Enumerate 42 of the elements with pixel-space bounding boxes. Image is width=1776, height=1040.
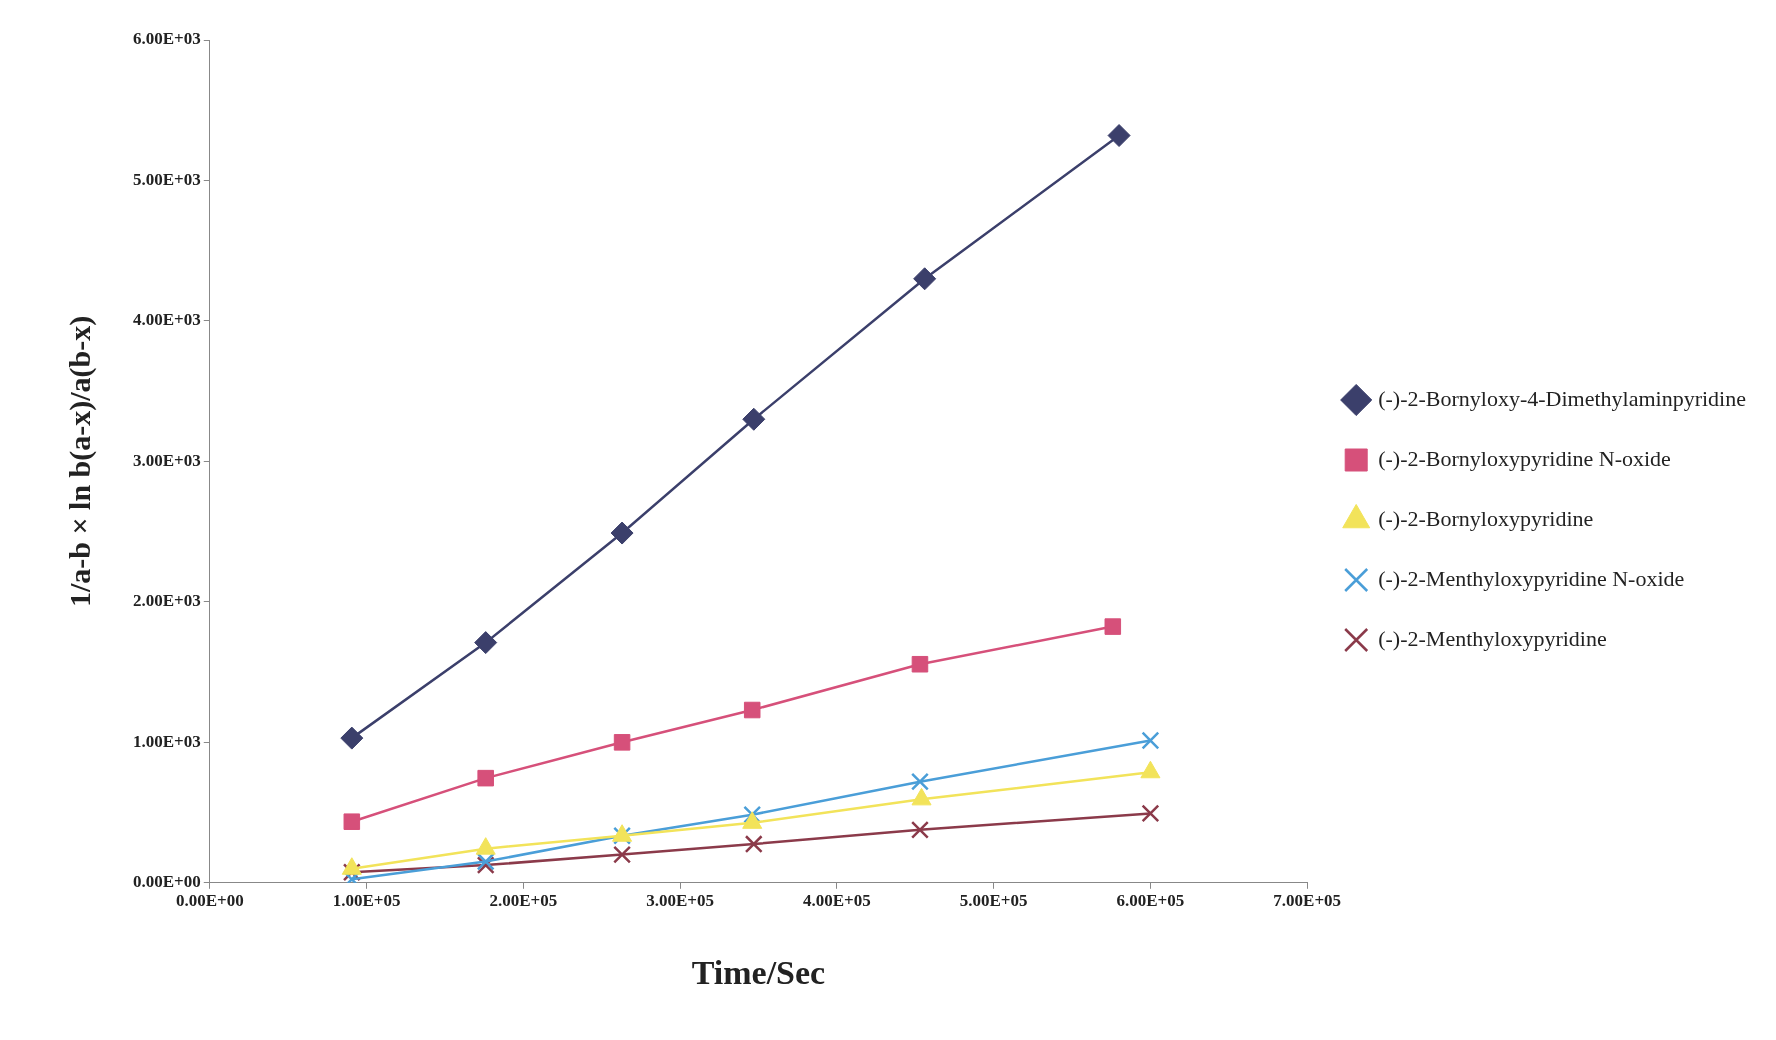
point	[743, 805, 762, 824]
point	[610, 521, 634, 545]
point	[913, 267, 937, 291]
point	[476, 852, 495, 871]
point	[340, 726, 364, 750]
legend-label: (-)-2-Bornyloxypyridine	[1378, 505, 1594, 531]
point	[910, 820, 929, 839]
x-axis-title: Time/Sec	[691, 954, 826, 992]
y-tick-label: 3.00E+03	[132, 450, 201, 470]
y-tick-label: 2.00E+03	[132, 591, 201, 611]
x-tick-label: 5.00E+05	[959, 891, 1028, 911]
point	[743, 701, 761, 719]
y-tick-label: 0.00E+00	[132, 872, 201, 892]
point	[1107, 124, 1131, 148]
y-tick-label: 1.00E+03	[132, 731, 201, 751]
point	[613, 845, 632, 864]
x-tick-label: 0.00E+00	[175, 891, 244, 911]
y-tick-label: 5.00E+03	[132, 169, 201, 189]
x-tick-label: 7.00E+05	[1273, 891, 1342, 911]
legend-label: (-)-2-Menthyloxypyridine	[1378, 625, 1607, 651]
x-tick-label: 4.00E+05	[802, 891, 871, 911]
point	[911, 655, 929, 673]
point	[744, 835, 763, 854]
y-tick-label: 6.00E+03	[132, 29, 201, 49]
point	[613, 734, 631, 751]
y-tick-label: 4.00E+03	[132, 310, 201, 330]
y-axis-title: 1/a-b × ln b(a-x)/a(b-x)	[62, 315, 97, 608]
legend-label: (-)-2-Bornyloxypyridine N-oxide	[1378, 445, 1671, 471]
x-tick-label: 3.00E+05	[646, 891, 714, 911]
point	[910, 772, 929, 791]
point	[1104, 618, 1122, 635]
point	[1141, 804, 1160, 823]
x-tick-label: 6.00E+05	[1116, 891, 1185, 911]
point	[477, 769, 494, 787]
legend-label: (-)-2-Bornyloxy-4-Dimethylaminpyridine	[1378, 385, 1747, 411]
point	[474, 631, 498, 655]
legend-label: (-)-2-Menthyloxypyridine N-oxide	[1378, 565, 1685, 591]
x-tick-label: 2.00E+05	[489, 891, 558, 911]
point	[742, 407, 766, 431]
point	[1141, 731, 1160, 750]
x-tick-label: 1.00E+05	[332, 891, 401, 911]
point	[343, 813, 361, 830]
